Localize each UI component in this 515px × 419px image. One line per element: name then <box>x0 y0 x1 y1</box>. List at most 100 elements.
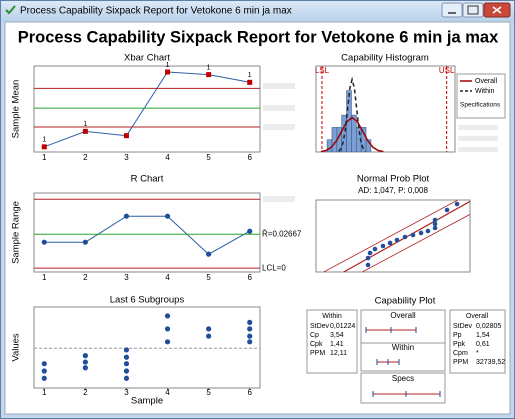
data-point <box>425 228 431 234</box>
x-tick-label: 3 <box>124 153 129 162</box>
confidence-band <box>323 200 458 272</box>
data-point <box>402 234 408 240</box>
overall-stats-box <box>449 309 506 374</box>
x-tick-label: 1 <box>42 153 47 162</box>
chart-title: Last 6 Subgroups <box>110 295 185 306</box>
data-point <box>41 368 47 374</box>
data-point <box>41 375 47 381</box>
density-curve <box>338 76 367 152</box>
plot-area <box>33 306 261 389</box>
data-point <box>410 232 416 238</box>
overall-stats-title: Overall <box>466 313 489 320</box>
data-point <box>123 213 130 219</box>
data-point <box>41 239 47 245</box>
data-point <box>165 69 171 75</box>
data-point <box>123 375 130 381</box>
data-point <box>164 313 171 319</box>
plot-area <box>315 199 471 273</box>
stat-value: 3,54 <box>330 332 344 339</box>
data-point <box>432 221 438 227</box>
stat-name: Cpk <box>310 341 323 348</box>
x-tick-label: 6 <box>248 153 253 162</box>
data-point <box>380 243 386 249</box>
minimize-button[interactable] <box>441 2 463 18</box>
chart-title: R Chart <box>131 174 164 185</box>
app-icon <box>5 5 16 15</box>
stat-value: 12,11 <box>330 350 347 357</box>
window-title: Process Capability Sixpack Report for Ve… <box>20 6 292 17</box>
plot-content <box>41 69 253 150</box>
legend: Overall Within Specifications <box>456 73 506 119</box>
data-point <box>387 240 393 246</box>
label-mask <box>263 83 295 89</box>
stat-value: 0,61 <box>476 341 490 348</box>
spec-label: LSL <box>315 66 330 75</box>
data-point <box>164 339 171 345</box>
test-flag: 1 <box>248 72 252 79</box>
data-point <box>82 239 88 245</box>
x-tick-label: 4 <box>165 273 170 282</box>
legend-label: Specifications <box>460 102 501 109</box>
data-point <box>247 228 253 234</box>
x-tick-label: 5 <box>206 388 211 397</box>
x-tick-label: 2 <box>83 273 88 282</box>
data-point <box>41 144 47 150</box>
x-tick-label: 2 <box>83 388 88 397</box>
stat-name: StDev <box>310 323 330 330</box>
stat-value: * <box>476 350 479 357</box>
title-bar <box>1 1 514 21</box>
x-tick-label: 5 <box>206 153 211 162</box>
plot-content <box>323 200 470 272</box>
label-mask <box>263 124 295 130</box>
data-point <box>206 333 212 339</box>
interval-ticks <box>365 327 417 333</box>
within-stats-box <box>306 309 358 374</box>
maximize-button[interactable] <box>462 2 484 18</box>
data-point <box>123 347 130 353</box>
data-point <box>82 353 88 359</box>
stat-name: Cpm <box>453 350 468 357</box>
chart-title: Capability Histogram <box>341 53 429 64</box>
panel-label: Within <box>392 343 414 352</box>
label-mask <box>458 147 498 152</box>
maximize-icon <box>467 5 479 15</box>
data-point <box>82 128 88 134</box>
stat-value: 0,02805 <box>476 323 501 330</box>
series-line <box>44 71 250 148</box>
overall-panel <box>360 309 446 344</box>
chart-title: Normal Prob Plot <box>357 174 430 185</box>
confidence-band <box>362 214 470 272</box>
data-point <box>123 133 129 139</box>
data-point <box>372 246 378 252</box>
data-point <box>247 79 253 85</box>
specs-panel <box>360 372 446 404</box>
x-tick-label: 4 <box>165 153 170 162</box>
data-point <box>367 250 373 256</box>
data-point <box>432 217 438 223</box>
data-point <box>164 326 171 332</box>
label-mask <box>458 136 498 141</box>
series-line <box>44 215 250 255</box>
data-point <box>206 251 212 257</box>
data-point <box>365 255 371 261</box>
capability-plot-title: Capability Plot <box>375 296 436 307</box>
within-panel <box>360 342 446 372</box>
test-flag: 1 <box>83 121 87 128</box>
x-tick-label: 2 <box>83 153 88 162</box>
x-tick-label: 3 <box>124 273 129 282</box>
stat-value: 32739,52 <box>476 359 505 366</box>
data-point <box>247 339 253 345</box>
data-point <box>41 361 47 367</box>
data-point <box>206 72 212 78</box>
data-point <box>123 361 130 367</box>
x-tick-label: 3 <box>124 388 129 397</box>
data-point <box>82 365 88 371</box>
data-point <box>164 213 171 219</box>
plot-content <box>320 76 384 152</box>
plot-area <box>33 65 261 153</box>
stat-name: Cp <box>310 332 319 339</box>
stat-name: StDev <box>453 323 473 330</box>
panel-label: Overall <box>390 311 416 320</box>
data-point <box>123 354 130 360</box>
